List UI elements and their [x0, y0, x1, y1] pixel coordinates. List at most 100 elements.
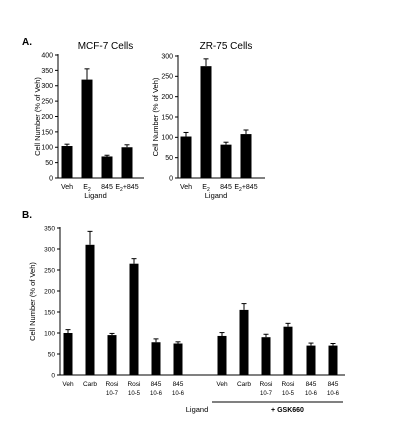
x-tick-label: 845	[328, 381, 339, 388]
y-tick-label: 350	[41, 68, 53, 75]
y-tick-label: 250	[44, 267, 55, 274]
y-tick-label: 50	[165, 155, 173, 162]
x-tick-label-rest: +845	[123, 184, 139, 191]
y-tick-label: 300	[41, 83, 53, 90]
y-tick-label: 100	[44, 330, 55, 337]
bar	[261, 337, 271, 375]
x-tick-label: 845	[306, 381, 317, 388]
panel-label-b: B.	[22, 210, 32, 221]
x-tick-label-main: E	[115, 184, 120, 191]
x-tick-label-main: 845	[220, 184, 232, 191]
bar	[121, 147, 133, 178]
chart-mcf7: MCF-7 Cells 0 50 100 150 200 250 300 350 400 Cell …	[33, 41, 144, 200]
y-tick-label: 50	[45, 160, 53, 167]
bar	[173, 343, 183, 375]
y-tick-label: 0	[51, 372, 55, 379]
x-tick-label: 845	[151, 381, 162, 388]
bar	[180, 136, 192, 178]
x-tick-label: Veh	[62, 381, 74, 388]
x-axis-label: Ligand	[205, 191, 228, 200]
x-tick-label: E2	[202, 184, 210, 193]
chart-title: MCF-7 Cells	[78, 41, 134, 52]
x-tick-label-sub: 10-7	[106, 391, 119, 397]
y-tick-label: 50	[48, 351, 56, 358]
x-tick-label: Veh	[216, 381, 228, 388]
bar	[217, 335, 227, 375]
x-tick-label-sub: 10-5	[128, 391, 141, 397]
bar	[200, 66, 212, 178]
x-tick-label: Carb	[83, 381, 97, 388]
panel-label-a: A.	[22, 37, 32, 48]
x-tick-label-main: E	[83, 184, 88, 191]
x-tick-label-sub: 10-6	[172, 391, 185, 397]
y-tick-label: 150	[161, 114, 173, 121]
y-tick-label: 150	[41, 129, 53, 136]
x-tick-label: Rosi	[281, 381, 294, 388]
bar	[61, 146, 73, 178]
bar	[328, 345, 338, 375]
group-label: + GSK660	[271, 407, 304, 414]
x-tick-label: E2+845	[234, 184, 257, 193]
x-tick-label-main: E	[202, 184, 207, 191]
y-tick-label: 100	[161, 135, 173, 142]
x-axis-label: Ligand	[84, 191, 107, 200]
bar	[101, 156, 113, 178]
y-axis-label: Cell Number (% of Veh)	[33, 77, 42, 156]
x-axis-label: Ligand	[186, 405, 209, 414]
x-tick-label-sub: 10-6	[327, 391, 340, 397]
x-tick-label: Veh	[61, 184, 73, 191]
y-tick-label: 0	[169, 175, 173, 182]
y-tick-label: 300	[44, 246, 55, 253]
x-tick-label-sub: 10-6	[305, 391, 318, 397]
bar	[63, 333, 73, 375]
bar	[239, 309, 249, 375]
bar	[129, 263, 139, 375]
x-tick-label: E2+845	[115, 184, 138, 193]
x-tick-label-sub: 10-5	[282, 391, 295, 397]
y-axis-label: Cell Number (% of Veh)	[28, 262, 37, 341]
x-tick-label: Carb	[237, 381, 251, 388]
y-tick-label: 400	[41, 52, 53, 59]
y-tick-label: 0	[49, 175, 53, 182]
x-tick-label-main: E	[234, 184, 239, 191]
x-tick-label: Rosi	[259, 381, 272, 388]
x-tick-label-sub: 10-7	[260, 391, 273, 397]
x-tick-label-subscript: 2	[120, 187, 123, 193]
bar	[151, 342, 161, 375]
bar	[306, 345, 316, 375]
y-tick-label: 150	[44, 309, 55, 316]
y-tick-label: 100	[41, 145, 53, 152]
bar	[81, 79, 93, 178]
x-tick-label-subscript: 2	[239, 187, 242, 193]
y-axis-label: Cell Number (% of Veh)	[151, 77, 160, 156]
bar	[85, 244, 95, 375]
y-tick-label: 200	[44, 288, 55, 295]
y-tick-label: 200	[41, 114, 53, 121]
y-tick-label: 200	[161, 94, 173, 101]
x-tick-label: 845	[220, 184, 232, 191]
x-tick-label-sub: 10-6	[150, 391, 163, 397]
x-tick-label-rest: +845	[242, 184, 258, 191]
y-tick-label: 350	[44, 225, 55, 232]
x-tick-label-main: 845	[101, 184, 113, 191]
x-tick-label: Rosi	[127, 381, 140, 388]
x-tick-label-subscript: 2	[88, 187, 91, 193]
chart-title: ZR-75 Cells	[200, 41, 253, 52]
x-tick-label-main: Veh	[61, 184, 73, 191]
y-tick-label: 300	[161, 53, 173, 60]
x-tick-label: Rosi	[105, 381, 118, 388]
x-tick-label: E2	[83, 184, 91, 193]
x-tick-label: 845	[173, 381, 184, 388]
bar	[220, 144, 232, 178]
x-tick-label-main: Veh	[180, 184, 192, 191]
x-tick-label: Veh	[180, 184, 192, 191]
x-tick-label: 845	[101, 184, 113, 191]
bar	[107, 335, 117, 375]
bar	[283, 326, 293, 375]
y-tick-label: 250	[161, 74, 173, 81]
chart-gsk660: 0 50 100 150 200 250 300 350 Cell Number (% of V…	[28, 225, 345, 414]
bar	[240, 134, 252, 178]
chart-zr75: ZR-75 Cells 0 50 100 150 200 250 300 Cell Number…	[151, 41, 265, 200]
y-tick-label: 250	[41, 99, 53, 106]
